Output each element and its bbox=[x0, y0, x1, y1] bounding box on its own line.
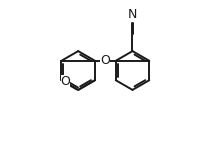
Text: O: O bbox=[100, 54, 110, 67]
Text: O: O bbox=[61, 75, 70, 88]
Text: N: N bbox=[128, 8, 137, 21]
